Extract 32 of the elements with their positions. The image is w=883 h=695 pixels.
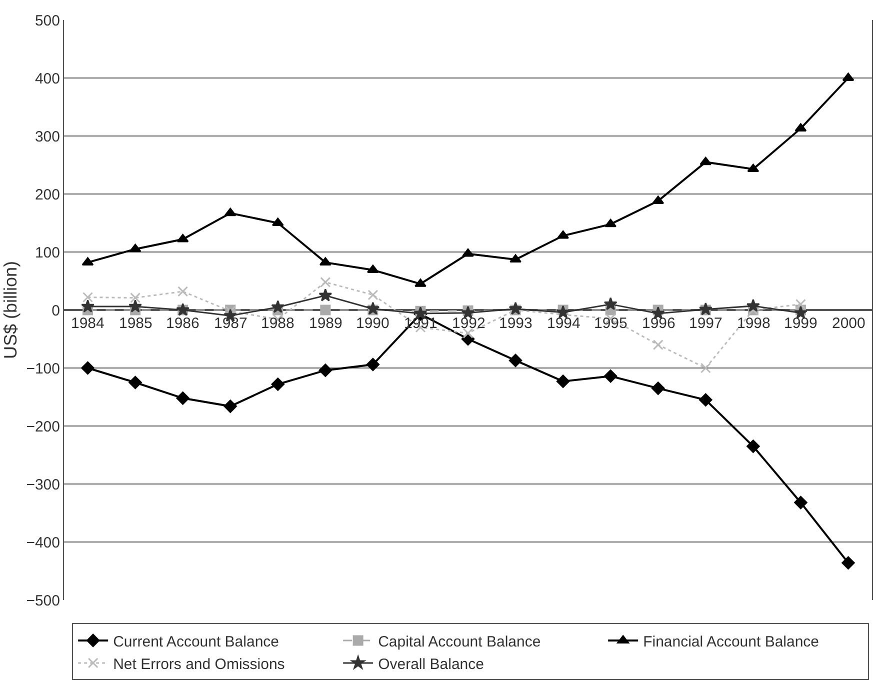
y-tick-label: 400: [34, 70, 60, 88]
x-tick-label: 1994: [547, 315, 580, 332]
x-tick-label: 1989: [309, 315, 342, 332]
x-tick-label: 1986: [166, 315, 200, 332]
legend-label: Overall Balance: [378, 656, 484, 673]
x-tick-label: 1988: [261, 315, 294, 332]
legend-label: Capital Account Balance: [378, 633, 541, 650]
x-tick-label: 1985: [119, 315, 152, 332]
x-tick-label: 1997: [689, 315, 722, 332]
x-tick-label: 1999: [784, 315, 818, 332]
legend-label: Financial Account Balance: [643, 633, 820, 650]
y-tick-label: 300: [34, 128, 60, 146]
y-axis-title: US$ (billion): [0, 260, 20, 360]
y-tick-label: −100: [26, 360, 60, 378]
legend-label: Net Errors and Omissions: [113, 656, 285, 673]
x-tick-label: 1996: [642, 315, 676, 332]
legend-label: Current Account Balance: [113, 633, 280, 650]
y-tick-label: −200: [26, 418, 60, 436]
x-tick-label: 1992: [452, 315, 486, 332]
y-tick-label: 100: [34, 244, 60, 262]
x-tick-label: 1990: [356, 315, 390, 332]
x-tick-label: 1995: [594, 315, 628, 332]
x-tick-label: 1993: [499, 315, 532, 332]
y-tick-label: −400: [26, 534, 60, 552]
x-tick-label: 1984: [71, 315, 104, 332]
x-tick-label: 1998: [737, 315, 770, 332]
y-tick-label: 500: [34, 12, 60, 30]
y-tick-label: −300: [26, 476, 60, 494]
y-tick-label: 200: [34, 186, 60, 204]
y-tick-label: 0: [52, 302, 60, 320]
y-tick-label: −500: [26, 592, 60, 610]
x-tick-label: 2000: [832, 315, 866, 332]
